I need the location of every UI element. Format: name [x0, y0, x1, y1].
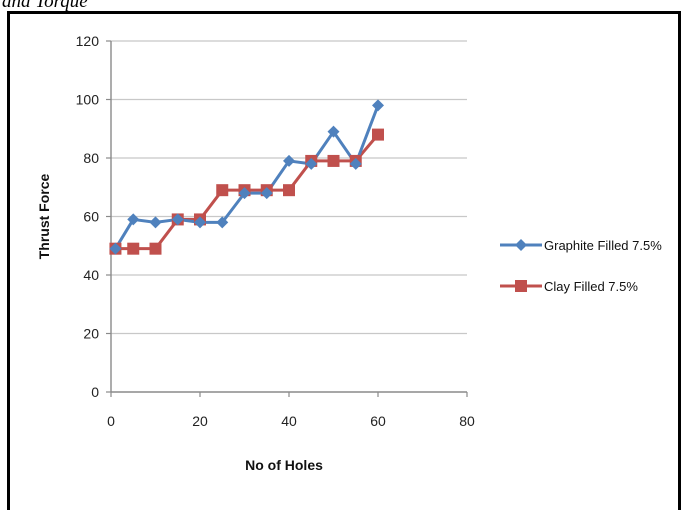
- caption-fragment: and Torque: [2, 0, 88, 12]
- y-tick-label: 120: [76, 33, 100, 49]
- y-tick-label: 60: [83, 209, 99, 225]
- data-point-graphite: [171, 213, 184, 226]
- x-axis-title: No of Holes: [245, 457, 323, 473]
- data-point-graphite: [349, 157, 362, 170]
- y-axis-title: Thrust Force: [36, 174, 52, 260]
- data-point-graphite: [372, 99, 384, 112]
- data-point-graphite: [327, 125, 340, 138]
- data-point-graphite: [216, 216, 229, 229]
- legend-label-graphite: Graphite Filled 7.5%: [544, 238, 662, 253]
- x-tick-label: 80: [459, 413, 475, 429]
- y-tick-label: 20: [83, 326, 99, 342]
- data-point-graphite: [149, 216, 162, 229]
- x-tick-label: 20: [192, 413, 208, 429]
- data-point-graphite: [127, 213, 140, 226]
- legend-marker-clay: [515, 280, 527, 292]
- x-tick-label: 40: [281, 413, 297, 429]
- data-point-clay: [372, 128, 384, 141]
- data-point-clay: [283, 184, 295, 197]
- y-tick-label: 100: [76, 92, 100, 108]
- data-point-clay: [327, 154, 340, 167]
- data-point-clay: [149, 242, 162, 255]
- line-chart: 0 20 40 60 80 100 120 0 20 40 60 80 No of Holes Thrus…: [36, 33, 662, 473]
- x-tick-label: 60: [370, 413, 386, 429]
- data-point-graphite: [238, 187, 251, 200]
- y-tick-label: 80: [83, 150, 99, 166]
- data-point-graphite: [283, 154, 295, 167]
- chart-frame: 0 20 40 60 80 100 120 0 20 40 60 80 No of Holes Thrus…: [7, 11, 681, 510]
- x-tick-label: 0: [107, 413, 115, 429]
- data-point-graphite: [194, 216, 206, 229]
- legend-marker-graphite: [515, 239, 527, 251]
- legend-label-clay: Clay Filled 7.5%: [544, 279, 638, 294]
- data-point-clay: [127, 242, 140, 255]
- data-point-graphite: [109, 242, 122, 255]
- y-tick-label: 40: [83, 267, 99, 283]
- data-point-graphite: [305, 157, 318, 170]
- data-point-graphite: [260, 187, 273, 200]
- y-tick-label: 0: [91, 384, 99, 400]
- data-point-clay: [216, 184, 229, 197]
